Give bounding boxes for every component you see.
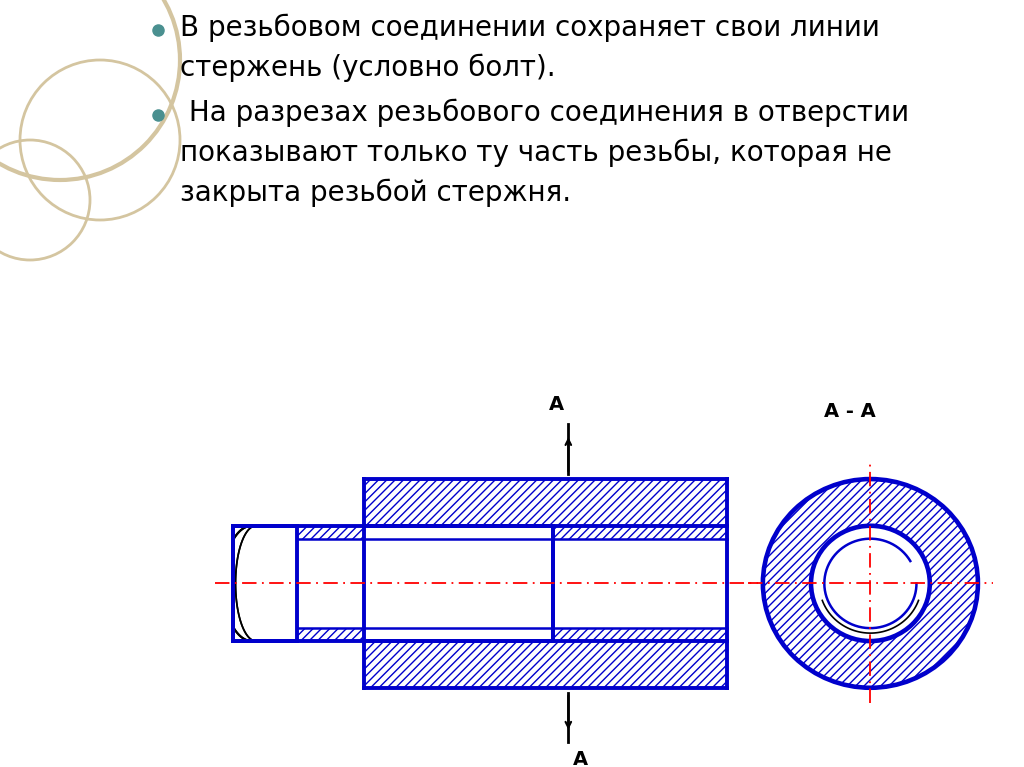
Bar — [297, 628, 364, 641]
Text: A: A — [573, 750, 588, 767]
Bar — [364, 479, 727, 525]
Bar — [364, 641, 727, 688]
Text: A - A: A - A — [824, 402, 876, 421]
Text: стержень (условно болт).: стержень (условно болт). — [180, 54, 556, 82]
Bar — [553, 628, 727, 641]
Bar — [553, 525, 727, 538]
Circle shape — [811, 525, 930, 641]
Bar — [233, 525, 297, 641]
Text: На разрезах резьбового соединения в отверстии: На разрезах резьбового соединения в отве… — [180, 99, 909, 127]
Text: A: A — [549, 395, 563, 414]
Text: В резьбовом соединении сохраняет свои линии: В резьбовом соединении сохраняет свои ли… — [180, 14, 880, 42]
Bar — [297, 525, 364, 538]
Text: показывают только ту часть резьбы, которая не: показывают только ту часть резьбы, котор… — [180, 139, 892, 167]
Bar — [297, 525, 553, 641]
Text: закрыта резьбой стержня.: закрыта резьбой стержня. — [180, 179, 571, 207]
